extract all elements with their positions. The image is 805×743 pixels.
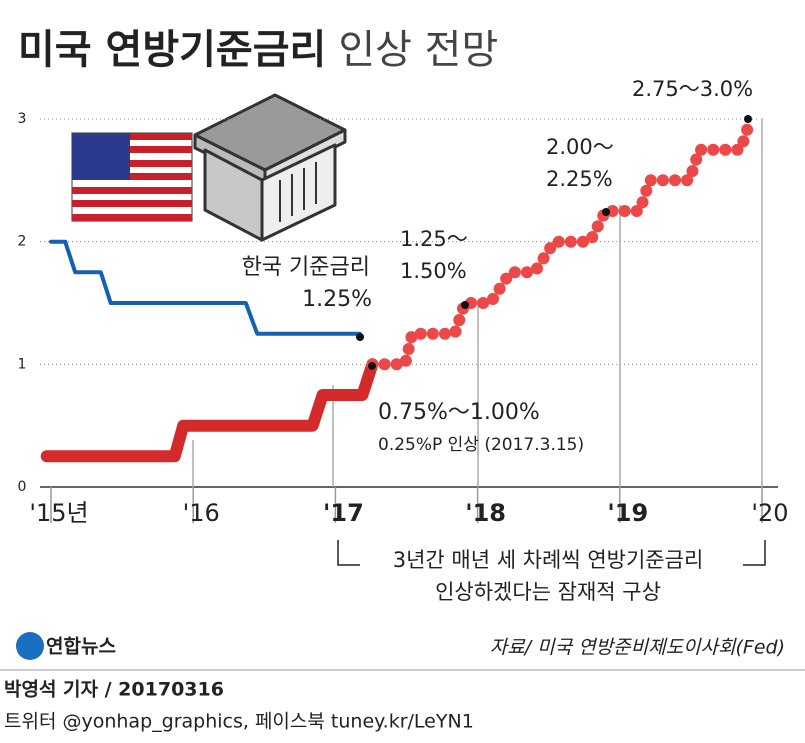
x-tick-label: '19 xyxy=(607,499,648,527)
title-bold: 미국 연방기준금리 xyxy=(18,27,326,73)
annotation: 1.25% xyxy=(302,287,372,312)
plot: 0 1 2 3 '15년 '16 '17 '18 '19 '20 한국 기준금리 1.25% 0.75%… xyxy=(18,77,789,527)
title: 미국 연방기준금리 인상 전망 xyxy=(18,27,498,73)
x-tick-label: '18 xyxy=(465,499,506,527)
y-tick-label: 3 xyxy=(18,111,27,127)
annotation: 2.25% xyxy=(546,167,613,191)
annotation-dot xyxy=(356,333,364,341)
y-tick-label: 2 xyxy=(18,234,27,250)
rate-line xyxy=(49,239,362,336)
callout-bracket xyxy=(337,540,766,566)
byline: 박영석 기자 / 20170316 xyxy=(4,679,224,701)
annotation: 2.75～3.0% xyxy=(632,77,753,101)
fed-building xyxy=(193,93,347,242)
annotation-dot xyxy=(602,208,610,216)
logo: 연합뉴스 xyxy=(46,636,116,658)
source: 자료/ 미국 연방준비제도이사회(Fed) xyxy=(490,637,785,659)
us-flag xyxy=(71,132,193,222)
x-tick-label: '16 xyxy=(183,499,220,527)
logo-mark xyxy=(16,632,44,660)
annotation: 0.75%～1.00% xyxy=(378,400,540,425)
annotation: 1.25～ xyxy=(400,227,468,251)
legend-label: 한국 기준금리 xyxy=(242,255,370,280)
projection-line xyxy=(366,113,757,371)
x-tick-label: '20 xyxy=(751,499,788,527)
annotation-dot xyxy=(461,301,469,309)
title-light: 인상 전망 xyxy=(338,27,498,73)
annotation-dot xyxy=(744,115,752,123)
rate-line xyxy=(40,358,379,463)
annotation: 1.50% xyxy=(400,259,467,283)
y-tick-label: 1 xyxy=(18,356,27,372)
y-tick-label: 0 xyxy=(18,479,27,495)
annotation-dot xyxy=(368,362,376,370)
x-tick-label: '17 xyxy=(323,499,364,527)
callout-line: 3년간 매년 세 차례씩 연방기준금리 xyxy=(393,548,704,572)
sns: 트위터 @yonhap_graphics, 페이스북 tuney.kr/LeYN… xyxy=(4,711,474,733)
x-tick-label: '15년 xyxy=(29,499,88,527)
callout-line: 인상하겠다는 잠재적 구상 xyxy=(435,580,661,604)
annotation: 2.00～ xyxy=(546,135,614,159)
annotation: 0.25%P 인상 (2017.3.15) xyxy=(378,435,584,455)
